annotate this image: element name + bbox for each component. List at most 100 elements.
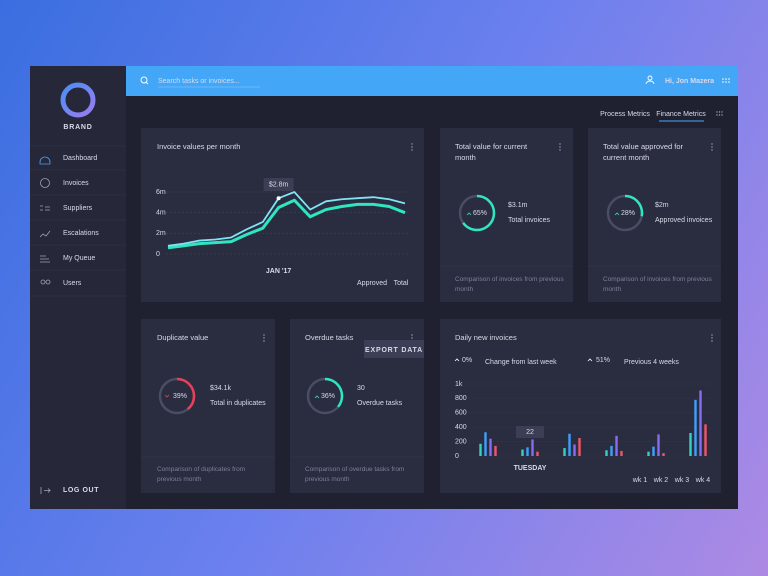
- nav-item[interactable]: Users: [63, 280, 82, 287]
- amount: $2m: [655, 202, 669, 209]
- donut-label: 39%: [173, 393, 187, 400]
- bar: [689, 432, 692, 456]
- stat-label: Previous 4 weeks: [624, 359, 679, 366]
- legend-label: Approved: [357, 280, 387, 287]
- bar: [662, 453, 665, 456]
- card-footer: Comparison of overdue tasks from previou…: [305, 466, 405, 483]
- cards: [141, 128, 721, 493]
- bar: [694, 399, 697, 456]
- apps-icon[interactable]: [722, 78, 730, 83]
- brand: BRAND: [63, 124, 92, 131]
- bar: [573, 444, 576, 456]
- bar: [704, 424, 707, 456]
- card-separators: [141, 265, 721, 458]
- annotation-point: [276, 196, 281, 201]
- card-title: Duplicate value: [157, 333, 209, 342]
- bar: [521, 449, 524, 456]
- logout[interactable]: LOG OUT: [63, 487, 99, 494]
- legend-label: wk 4: [695, 477, 711, 484]
- y-tick-label: 1k: [455, 381, 463, 388]
- y-tick-label: 6m: [156, 189, 166, 196]
- x-tick-label: TUESDAY: [514, 465, 547, 472]
- amount-caption: Approved invoices: [655, 217, 713, 224]
- y-tick-label: 2m: [156, 230, 166, 237]
- y-tick-label: 200: [455, 438, 467, 445]
- card-title: Overdue tasks: [305, 333, 354, 342]
- tabs-menu-icon[interactable]: [716, 111, 723, 116]
- y-tick-label: 0: [156, 251, 160, 258]
- legend-label: wk 3: [674, 477, 690, 484]
- card-title: Total value for current month: [455, 142, 528, 162]
- nav-separators: [30, 145, 126, 297]
- tooltip-label: 22: [526, 429, 534, 436]
- nav-item[interactable]: Invoices: [63, 180, 89, 187]
- nav-item[interactable]: Dashboard: [63, 155, 97, 162]
- search-input[interactable]: Search tasks or invoices...: [158, 78, 240, 85]
- export-button-label[interactable]: EXPORT DATA: [365, 347, 423, 354]
- stat-value: 0%: [462, 357, 472, 364]
- donut-arc: [306, 377, 344, 415]
- card-title: Invoice values per month: [157, 142, 241, 151]
- card-footer: Comparison of invoices from previous mon…: [455, 276, 564, 293]
- nav-item[interactable]: Suppliers: [63, 205, 93, 212]
- card-title: Total value approved for current month: [603, 142, 684, 162]
- card-title: Daily new invoices: [455, 333, 517, 342]
- bar: [531, 439, 534, 456]
- stat-value: 51%: [596, 357, 610, 364]
- nav-item[interactable]: Escalations: [63, 230, 99, 237]
- legend-label: Total: [394, 280, 409, 287]
- y-tick-label: 0: [455, 453, 459, 460]
- sidebar: [30, 66, 126, 509]
- legend-label: wk 2: [653, 477, 669, 484]
- bar: [699, 390, 702, 456]
- bar: [494, 445, 497, 456]
- donut-arc: [458, 194, 496, 232]
- donut-label: 36%: [321, 393, 335, 400]
- bar: [610, 445, 613, 456]
- bar: [615, 435, 618, 456]
- donut-arc: [606, 194, 644, 232]
- bar: [657, 434, 660, 456]
- x-tick-label: JAN '17: [266, 268, 292, 275]
- bar: [479, 443, 482, 456]
- legend-label: wk 1: [632, 477, 648, 484]
- y-tick-label: 800: [455, 395, 467, 402]
- amount-caption: Total in duplicates: [210, 400, 266, 407]
- bar: [526, 447, 529, 456]
- amount: 30: [357, 385, 365, 392]
- top-bar-icons: [140, 75, 655, 88]
- top-bar: [126, 66, 738, 96]
- line-series: [167, 198, 406, 250]
- bar: [484, 432, 487, 456]
- y-tick-label: 4m: [156, 210, 166, 217]
- bar: [568, 433, 571, 456]
- amount-caption: Total invoices: [508, 217, 551, 224]
- user-greeting[interactable]: Hi, Jon Mazera: [665, 78, 714, 85]
- tab[interactable]: Process Metrics: [600, 111, 650, 118]
- donut-label: 28%: [621, 210, 635, 217]
- nav-icons: [39, 156, 51, 494]
- bar: [652, 446, 655, 456]
- amount-caption: Overdue tasks: [357, 400, 403, 407]
- y-tick-label: 600: [455, 410, 467, 417]
- bar: [563, 448, 566, 456]
- bar: [536, 451, 539, 456]
- tooltip: [263, 178, 294, 191]
- export-button[interactable]: [364, 340, 424, 358]
- line-series: [167, 191, 406, 247]
- donut-arc: [158, 377, 196, 415]
- tab[interactable]: Finance Metrics: [656, 111, 706, 118]
- tooltip-label: $2.8m: [269, 181, 289, 188]
- nav-item[interactable]: My Queue: [63, 255, 95, 262]
- bar: [605, 450, 608, 456]
- stat-label: Change from last week: [485, 359, 557, 366]
- y-tick-label: 400: [455, 424, 467, 431]
- bar: [620, 450, 623, 456]
- brand-logo: [60, 82, 96, 118]
- amount: $34.1k: [210, 385, 232, 392]
- donut-label: 65%: [473, 210, 487, 217]
- bar: [647, 451, 650, 456]
- amount: $3.1m: [508, 202, 528, 209]
- tooltip: [516, 426, 544, 438]
